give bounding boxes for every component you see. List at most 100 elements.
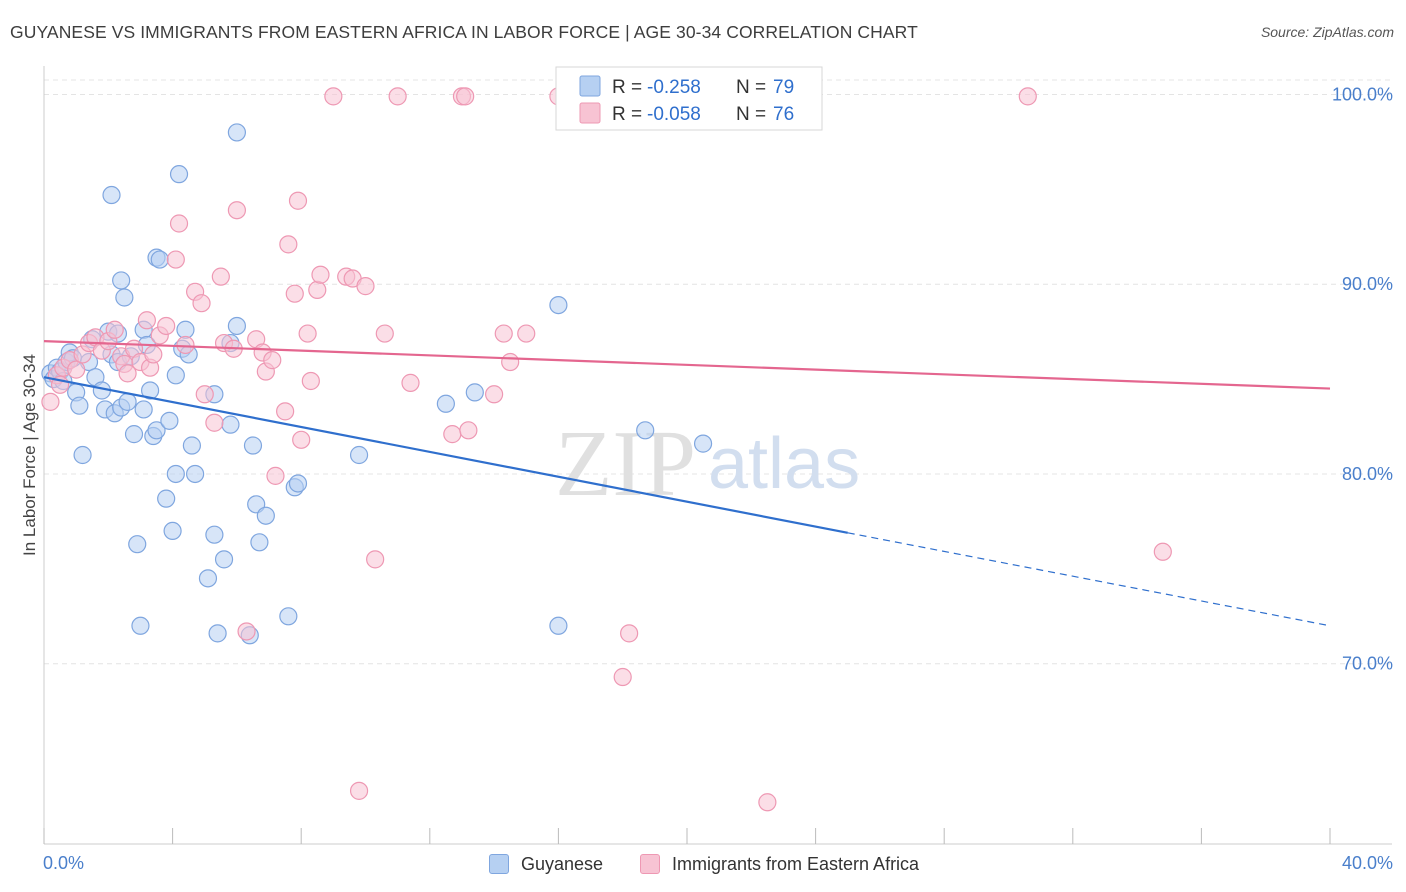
point-guyanese: [73, 445, 92, 465]
point-eastern-africa: [195, 385, 214, 404]
point-guyanese: [124, 425, 144, 444]
axes-layer: [43, 66, 1392, 845]
point-guyanese: [128, 535, 147, 554]
point-eastern-africa: [375, 324, 394, 343]
point-guyanese: [176, 320, 195, 339]
legend-item-guyanese[interactable]: Guyanese: [489, 852, 603, 876]
point-eastern-africa: [292, 430, 311, 449]
point-eastern-africa: [443, 425, 462, 444]
point-guyanese: [256, 506, 275, 525]
point-eastern-africa: [105, 320, 124, 339]
point-guyanese: [70, 396, 89, 415]
point-guyanese: [243, 436, 263, 455]
point-eastern-africa: [205, 413, 224, 432]
stats-legend-swatch-blue: [579, 75, 601, 97]
point-guyanese: [205, 525, 224, 544]
point-guyanese: [166, 366, 185, 385]
point-eastern-africa: [227, 201, 246, 220]
point-eastern-africa: [349, 781, 369, 800]
point-guyanese: [182, 436, 201, 455]
legend-swatch-guyanese: [489, 854, 509, 874]
x-tick-label-end: 40.0%: [1342, 853, 1393, 873]
point-eastern-africa: [758, 793, 777, 812]
point-guyanese: [150, 250, 169, 269]
point-eastern-africa: [1153, 542, 1172, 561]
stats-legend: R = -0.258 N = 79 R = -0.058 N = 76: [555, 66, 823, 131]
point-eastern-africa: [298, 324, 317, 343]
watermark: ZIP atlas: [555, 412, 860, 516]
tick-label-layer: 70.0% 80.0% 90.0% 100.0% 0.0% 40.0%: [43, 84, 1393, 873]
x-tick-label-start: 0.0%: [43, 853, 84, 873]
point-eastern-africa: [311, 265, 330, 284]
point-eastern-africa: [288, 191, 308, 210]
point-eastern-africa: [401, 373, 420, 392]
point-guyanese: [147, 421, 166, 440]
point-eastern-africa: [1018, 87, 1037, 106]
point-eastern-africa: [459, 421, 478, 440]
trend-line-guyanese-extension: [847, 532, 1331, 627]
point-eastern-africa: [169, 214, 189, 233]
point-guyanese: [693, 434, 713, 453]
point-guyanese: [112, 271, 131, 290]
point-eastern-africa: [266, 466, 285, 485]
point-guyanese: [636, 421, 655, 440]
point-guyanese: [221, 415, 240, 434]
legend-label-eastern-africa: Immigrants from Eastern Africa: [672, 853, 920, 874]
point-guyanese: [279, 607, 298, 626]
point-guyanese: [227, 316, 246, 336]
stats-legend-swatch-pink: [579, 102, 601, 124]
point-guyanese: [160, 411, 179, 430]
point-eastern-africa: [67, 360, 86, 379]
point-guyanese: [134, 400, 153, 419]
point-eastern-africa: [301, 371, 320, 391]
point-guyanese: [186, 464, 205, 484]
point-guyanese: [250, 533, 269, 552]
point-eastern-africa: [494, 324, 513, 343]
y-axis-label: In Labor Force | Age 30-34: [20, 354, 39, 556]
point-guyanese: [349, 445, 369, 465]
point-eastern-africa: [501, 352, 520, 372]
stats-legend-n-label-2: N =: [736, 104, 766, 125]
point-eastern-africa: [517, 324, 536, 343]
point-guyanese: [140, 381, 160, 400]
point-guyanese: [131, 616, 150, 635]
trend-line-guyanese: [43, 376, 848, 534]
point-guyanese: [157, 489, 176, 508]
point-eastern-africa: [613, 667, 632, 687]
stats-legend-r-value-2: -0.058: [647, 104, 701, 125]
legend-label-guyanese: Guyanese: [521, 853, 604, 874]
stats-legend-r-value-1: -0.258: [647, 77, 701, 98]
point-eastern-africa: [388, 87, 407, 106]
point-guyanese: [102, 185, 121, 205]
trend-line-eastern-africa: [43, 340, 1331, 390]
point-eastern-africa: [144, 345, 163, 364]
point-guyanese: [169, 165, 189, 184]
point-guyanese: [163, 521, 182, 541]
point-eastern-africa: [137, 311, 156, 330]
point-guyanese: [166, 464, 185, 484]
point-eastern-africa: [176, 335, 195, 355]
point-guyanese: [208, 624, 227, 643]
stats-legend-n-value-2: 76: [773, 104, 794, 125]
trend-layer: [43, 340, 1331, 627]
point-eastern-africa: [279, 235, 298, 254]
point-eastern-africa: [324, 87, 343, 106]
point-eastern-africa: [118, 364, 137, 383]
points-layer: [41, 87, 1172, 812]
point-guyanese: [118, 392, 137, 411]
chart-title: GUYANESE VS IMMIGRANTS FROM EASTERN AFRI…: [10, 22, 918, 42]
point-eastern-africa: [620, 624, 639, 643]
y-tick-label: 80.0%: [1342, 464, 1393, 484]
point-eastern-africa: [263, 351, 282, 370]
legend-item-eastern-africa[interactable]: Immigrants from Eastern Africa: [640, 852, 919, 876]
stats-legend-n-value-1: 79: [773, 77, 794, 98]
point-eastern-africa: [192, 294, 211, 313]
point-guyanese: [436, 394, 455, 413]
stats-legend-n-label-1: N =: [736, 77, 766, 98]
point-guyanese: [288, 474, 308, 493]
point-eastern-africa: [276, 402, 295, 421]
point-eastern-africa: [157, 316, 176, 336]
stats-legend-r-label-2: R =: [612, 104, 642, 125]
y-tick-label: 70.0%: [1342, 654, 1393, 674]
